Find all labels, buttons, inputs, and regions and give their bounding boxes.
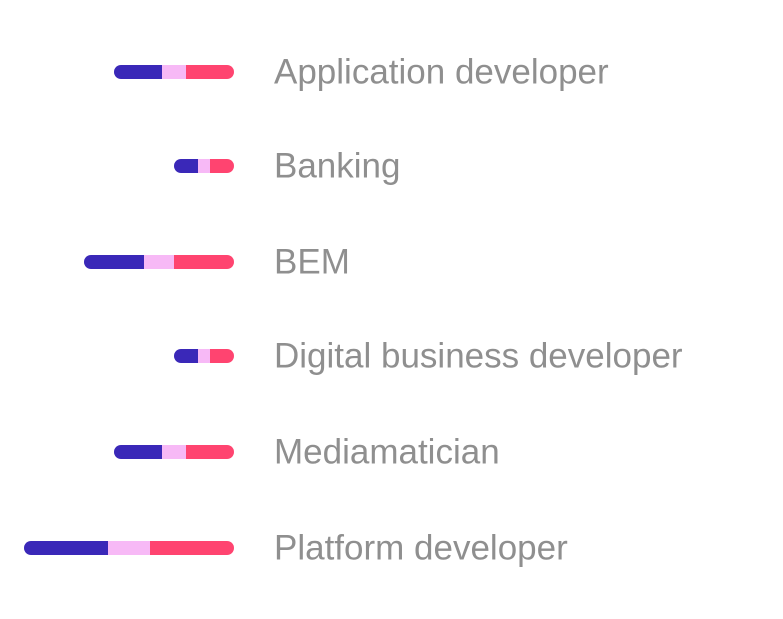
bar-segment <box>174 255 234 269</box>
bar-row <box>114 445 234 459</box>
category-label: Banking <box>274 147 400 186</box>
bar-segment <box>144 255 175 269</box>
bar-row <box>24 541 234 555</box>
bar-row <box>114 65 234 79</box>
bar-segment <box>174 349 199 363</box>
bar-row <box>174 349 234 363</box>
bar-segment <box>114 445 163 459</box>
bar-segment <box>210 349 234 363</box>
bar-segment <box>198 349 211 363</box>
category-label: Mediamatician <box>274 433 500 472</box>
bar-segment <box>186 445 234 459</box>
bar-segment <box>210 159 234 173</box>
bars-group <box>24 65 234 555</box>
bar-row <box>84 255 234 269</box>
category-label: Application developer <box>274 53 609 92</box>
category-label: BEM <box>274 243 350 282</box>
bar-segment <box>84 255 145 269</box>
bar-row <box>174 159 234 173</box>
bar-segment <box>150 541 234 555</box>
bar-segment <box>24 541 109 555</box>
bar-segment <box>198 159 211 173</box>
bar-segment <box>174 159 199 173</box>
labels-group: Application developer Banking BEM Digital b… <box>274 53 683 568</box>
bar-segment <box>162 65 187 79</box>
bar-segment <box>114 65 163 79</box>
bar-segment <box>162 445 187 459</box>
category-label: Platform developer <box>274 529 568 568</box>
bar-segment <box>186 65 234 79</box>
bar-segment <box>108 541 151 555</box>
category-label: Digital business developer <box>274 337 683 376</box>
